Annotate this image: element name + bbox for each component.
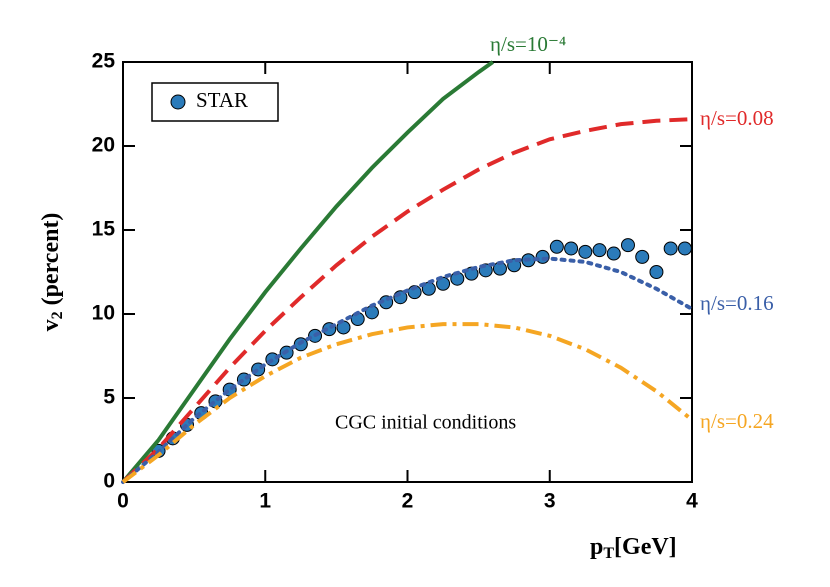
- annotation: CGC initial conditions: [335, 412, 516, 434]
- data-point: [606, 246, 621, 261]
- y-tick-label: 5: [103, 386, 115, 409]
- curve-label: η/s=10⁻⁴: [490, 32, 566, 56]
- curve: [121, 322, 694, 484]
- data-point: [635, 249, 650, 264]
- legend-marker: [170, 94, 186, 110]
- data-point: [564, 241, 579, 256]
- curve-label: η/s=0.08: [700, 106, 774, 130]
- y-axis-label: v2 (percent): [38, 213, 66, 332]
- data-point: [663, 241, 678, 256]
- curve-label: η/s=0.16: [700, 291, 774, 315]
- y-tick-label: 15: [92, 218, 116, 241]
- y-tick-label: 0: [103, 470, 115, 493]
- data-point: [436, 276, 451, 291]
- x-tick-label: 1: [259, 490, 271, 513]
- curve: [121, 117, 693, 484]
- data-point: [649, 265, 664, 279]
- data-point: [620, 238, 635, 253]
- x-tick-label: 2: [402, 490, 414, 513]
- data-point: [677, 241, 692, 256]
- x-axis-label: pT[GeV]: [590, 534, 677, 562]
- data-point: [592, 243, 607, 258]
- curve: [121, 256, 694, 484]
- legend-label: STAR: [196, 88, 248, 112]
- data-point: [549, 239, 564, 254]
- curve-label: η/s=0.24: [700, 409, 774, 433]
- y-tick-label: 25: [92, 50, 116, 73]
- x-tick-label: 3: [544, 490, 556, 513]
- x-tick-label: 0: [117, 490, 129, 513]
- y-tick-label: 20: [92, 134, 115, 157]
- y-tick-label: 10: [92, 302, 115, 325]
- x-tick-label: 4: [686, 490, 698, 513]
- data-point: [578, 244, 593, 259]
- curve: [121, 60, 495, 484]
